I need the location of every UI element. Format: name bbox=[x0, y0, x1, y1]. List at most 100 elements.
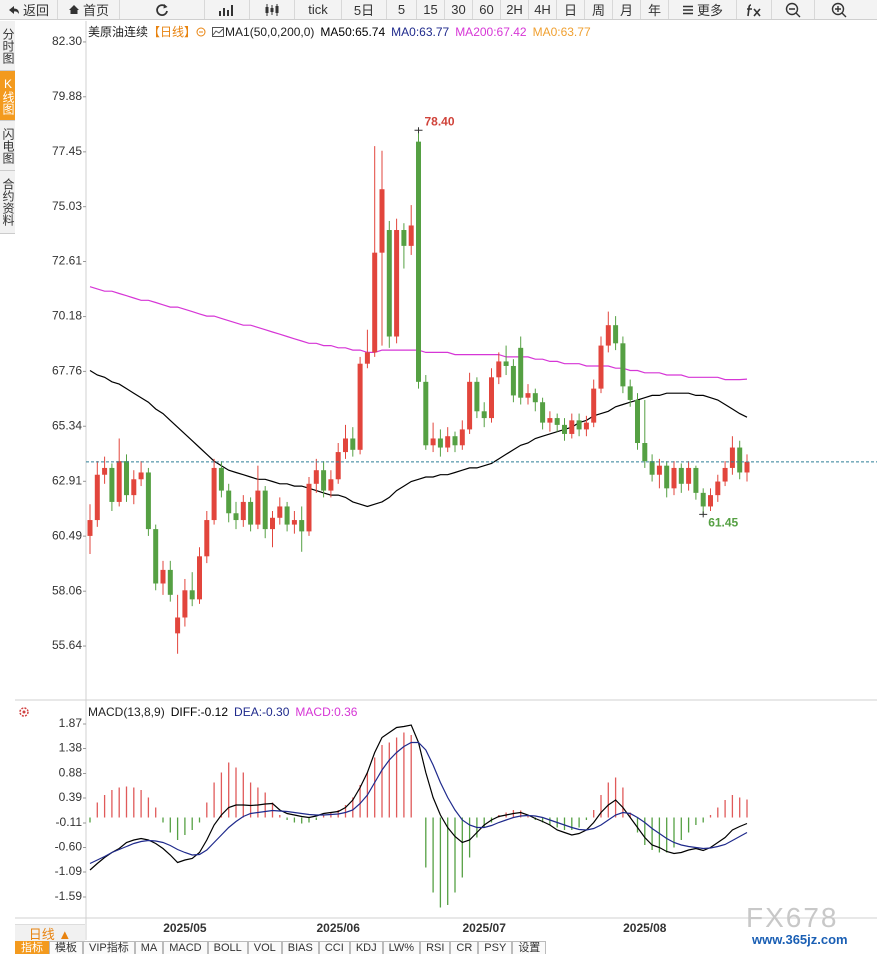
x-tick-label: 2025/06 bbox=[317, 921, 361, 935]
y-tick-label: 62.91 bbox=[52, 473, 82, 487]
indicator-tab[interactable]: 指标 bbox=[15, 941, 49, 954]
sidebar: 分时图 K线图 闪电图 合约资料 bbox=[0, 21, 15, 234]
period-button[interactable]: 2H bbox=[501, 0, 529, 19]
indicator-tab[interactable]: MA bbox=[134, 941, 164, 954]
indicator-tabs: 指标 模板 VIP指标 MA MACD BOLL VOL BIAS CCI KDJ LW% RSI CR… bbox=[15, 941, 547, 954]
label: 返回 bbox=[22, 3, 49, 18]
candle-body bbox=[87, 520, 93, 536]
label: 月 bbox=[619, 3, 633, 18]
indicator-tab[interactable]: CR bbox=[450, 941, 479, 954]
watermark-site: www.365jz.com bbox=[752, 932, 848, 947]
candle-body bbox=[116, 461, 122, 502]
y-tick-label: 77.45 bbox=[52, 144, 82, 158]
indicator-tab[interactable]: BIAS bbox=[281, 941, 319, 954]
candle-body bbox=[503, 361, 509, 366]
side-tab[interactable]: 分时图 bbox=[0, 21, 15, 71]
label: 30 bbox=[451, 2, 466, 17]
indicator-tab[interactable]: 模板 bbox=[49, 941, 83, 954]
candle-body bbox=[540, 402, 546, 423]
indicator-tab[interactable]: MACD bbox=[163, 941, 208, 954]
label: 日 bbox=[563, 3, 577, 18]
candle-body bbox=[416, 141, 421, 382]
period-button[interactable]: 5日 bbox=[342, 0, 387, 19]
candle-body bbox=[532, 393, 538, 403]
candle-body bbox=[649, 461, 655, 475]
toolbar: 返回 首页 tick 5日 5 15 30 60 2H 4H 日 周 月 年 更… bbox=[0, 0, 877, 20]
candle-body bbox=[197, 556, 202, 600]
y-tick-label: 60.49 bbox=[52, 528, 82, 542]
candle-body bbox=[656, 465, 662, 475]
candle-body bbox=[569, 420, 575, 434]
label: 更多 bbox=[696, 3, 723, 18]
label: 5日 bbox=[353, 3, 375, 18]
indicator-tab[interactable]: VIP指标 bbox=[83, 941, 135, 954]
period-tab[interactable]: 日线 ▲ bbox=[15, 924, 85, 942]
candle-body bbox=[145, 472, 151, 530]
candle-body bbox=[598, 345, 604, 389]
zoom-out-button[interactable] bbox=[772, 0, 815, 19]
candle-body bbox=[744, 461, 750, 473]
candle-body bbox=[671, 467, 677, 489]
candle-body bbox=[386, 230, 392, 337]
period-button[interactable]: 日 bbox=[557, 0, 585, 19]
candle-body bbox=[131, 479, 137, 496]
back-button[interactable]: 返回 bbox=[0, 0, 58, 19]
candle-body bbox=[452, 436, 458, 446]
refresh-button[interactable] bbox=[120, 0, 205, 19]
period-button[interactable]: 年 bbox=[641, 0, 669, 19]
y-tick-label: 70.18 bbox=[52, 309, 82, 323]
period-button[interactable]: 15 bbox=[417, 0, 445, 19]
candle-body bbox=[343, 438, 348, 453]
indicator-tab[interactable]: 设置 bbox=[512, 941, 547, 954]
candle-body bbox=[459, 429, 465, 446]
candle-body bbox=[635, 399, 640, 444]
formula-button[interactable] bbox=[737, 0, 772, 19]
period-button[interactable]: 4H bbox=[529, 0, 557, 19]
label: 4H bbox=[534, 2, 551, 17]
line-series bbox=[89, 724, 748, 871]
candle-body bbox=[729, 447, 735, 468]
max-marker bbox=[414, 127, 423, 134]
label: 年 bbox=[647, 3, 661, 18]
bar-chart-button[interactable] bbox=[205, 0, 250, 19]
collapse-icon[interactable] bbox=[196, 27, 206, 37]
candle-body bbox=[510, 365, 516, 396]
indicator-tab[interactable]: CCI bbox=[318, 941, 350, 954]
period-button[interactable]: tick bbox=[295, 0, 342, 19]
indicator-tab[interactable]: LW% bbox=[382, 941, 421, 954]
side-tab[interactable]: 闪电图 bbox=[0, 121, 15, 171]
period-button[interactable]: 月 bbox=[613, 0, 641, 19]
candle-body bbox=[277, 506, 283, 518]
candle-body bbox=[481, 411, 487, 419]
candle-body bbox=[306, 483, 312, 532]
candle-button[interactable] bbox=[250, 0, 295, 19]
candle-body bbox=[138, 472, 144, 480]
legend-item: MA0:63.77 bbox=[391, 24, 450, 39]
period-button[interactable]: 30 bbox=[445, 0, 473, 19]
y-tick-label: -0.11 bbox=[56, 815, 83, 829]
period-button[interactable]: 60 bbox=[473, 0, 501, 19]
zoom-in-button[interactable] bbox=[815, 0, 862, 19]
period-button[interactable]: 5 bbox=[387, 0, 417, 19]
candle-body bbox=[620, 343, 626, 387]
max-label: 78.40 bbox=[425, 114, 455, 128]
side-tab[interactable]: 合约资料 bbox=[0, 171, 15, 234]
candle-body bbox=[678, 467, 684, 484]
candle-body bbox=[262, 490, 268, 530]
settings-icon[interactable] bbox=[17, 705, 31, 719]
period-button[interactable]: 周 bbox=[585, 0, 613, 19]
indicator-tab[interactable]: KDJ bbox=[349, 941, 383, 954]
home-button[interactable]: 首页 bbox=[58, 0, 120, 19]
candle-body bbox=[737, 447, 743, 473]
zoom-in-icon bbox=[831, 2, 846, 17]
indicator-tab[interactable]: RSI bbox=[420, 941, 451, 954]
indicator-tab[interactable]: PSY bbox=[478, 941, 513, 954]
indicator-tab[interactable]: VOL bbox=[247, 941, 282, 954]
more-button[interactable]: 更多 bbox=[669, 0, 737, 19]
indicator-tab[interactable]: BOLL bbox=[207, 941, 248, 954]
legend-item: DIFF:-0.12 bbox=[170, 705, 229, 719]
candle-body bbox=[255, 490, 261, 525]
side-tab[interactable]: K线图 bbox=[0, 71, 15, 121]
candle-body bbox=[211, 467, 217, 521]
